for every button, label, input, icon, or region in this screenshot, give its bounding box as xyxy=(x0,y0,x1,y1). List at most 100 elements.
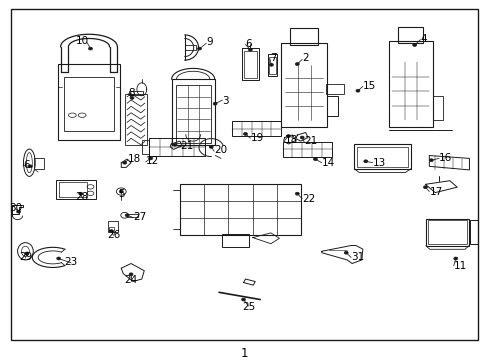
Bar xyxy=(427,220,466,244)
Bar xyxy=(280,43,327,127)
Bar xyxy=(149,138,205,156)
Text: 6: 6 xyxy=(23,160,30,170)
Text: 25: 25 xyxy=(241,302,255,312)
Bar xyxy=(388,41,432,127)
Bar xyxy=(241,48,259,80)
Ellipse shape xyxy=(173,143,177,146)
Ellipse shape xyxy=(109,230,113,233)
Text: 22: 22 xyxy=(302,194,315,204)
Text: 24: 24 xyxy=(124,275,138,285)
Text: 26: 26 xyxy=(106,230,120,240)
Bar xyxy=(244,51,256,78)
Bar xyxy=(59,182,86,197)
Ellipse shape xyxy=(197,47,201,50)
Bar xyxy=(282,142,331,157)
Text: 21: 21 xyxy=(304,136,317,146)
Text: 14: 14 xyxy=(321,158,334,168)
Ellipse shape xyxy=(129,273,133,276)
Bar xyxy=(63,77,114,131)
Bar xyxy=(142,140,149,154)
Bar xyxy=(184,45,195,50)
Ellipse shape xyxy=(286,135,290,138)
Bar xyxy=(327,96,338,116)
Ellipse shape xyxy=(130,96,134,99)
Ellipse shape xyxy=(412,44,416,46)
Text: 19: 19 xyxy=(250,132,263,143)
Ellipse shape xyxy=(248,48,252,51)
Ellipse shape xyxy=(209,145,213,148)
Ellipse shape xyxy=(213,102,217,105)
Text: 1: 1 xyxy=(240,347,248,360)
Ellipse shape xyxy=(295,192,299,195)
Ellipse shape xyxy=(428,159,432,162)
Bar xyxy=(128,91,143,95)
Text: 27: 27 xyxy=(133,212,146,222)
Ellipse shape xyxy=(453,257,457,260)
Text: 18: 18 xyxy=(128,154,141,164)
Ellipse shape xyxy=(269,63,273,66)
Bar xyxy=(353,144,410,169)
Bar xyxy=(125,94,146,145)
Text: 9: 9 xyxy=(206,37,213,48)
Text: 5: 5 xyxy=(118,189,124,199)
Bar xyxy=(356,147,407,167)
Text: 10: 10 xyxy=(76,36,88,46)
Bar xyxy=(58,64,120,140)
Ellipse shape xyxy=(79,192,82,195)
Ellipse shape xyxy=(125,214,129,217)
Bar xyxy=(290,28,317,45)
Bar xyxy=(469,220,477,244)
Text: 15: 15 xyxy=(362,81,375,91)
Text: 21: 21 xyxy=(180,141,193,151)
Ellipse shape xyxy=(148,157,152,160)
Ellipse shape xyxy=(313,158,317,161)
Bar xyxy=(232,121,281,136)
Ellipse shape xyxy=(28,165,32,168)
Bar xyxy=(108,227,114,231)
Bar xyxy=(56,180,96,199)
Text: 29: 29 xyxy=(19,252,32,262)
Bar xyxy=(175,85,210,143)
Text: 28: 28 xyxy=(75,192,89,202)
Ellipse shape xyxy=(241,298,245,301)
Ellipse shape xyxy=(57,257,61,260)
Text: 7: 7 xyxy=(269,53,276,63)
Ellipse shape xyxy=(355,89,359,92)
Text: 11: 11 xyxy=(453,261,466,271)
Bar xyxy=(268,57,275,74)
Ellipse shape xyxy=(344,251,347,254)
Text: 16: 16 xyxy=(438,153,451,163)
Bar xyxy=(171,79,214,145)
Text: 3: 3 xyxy=(222,96,229,106)
Bar xyxy=(127,214,138,217)
Bar xyxy=(397,27,423,43)
Text: 31: 31 xyxy=(350,252,364,262)
Ellipse shape xyxy=(243,132,247,135)
Ellipse shape xyxy=(122,161,126,164)
Bar xyxy=(180,184,301,235)
Text: 12: 12 xyxy=(145,156,159,166)
Text: 8: 8 xyxy=(128,88,135,98)
Ellipse shape xyxy=(119,190,123,193)
Bar xyxy=(107,221,118,232)
Bar xyxy=(267,54,276,76)
Ellipse shape xyxy=(300,136,304,139)
Bar xyxy=(432,96,442,120)
Text: 18: 18 xyxy=(284,135,297,145)
Text: 20: 20 xyxy=(214,145,227,156)
Bar xyxy=(326,84,343,94)
Ellipse shape xyxy=(88,47,92,50)
Bar xyxy=(222,234,249,247)
Text: 13: 13 xyxy=(372,158,385,168)
Text: 6: 6 xyxy=(245,39,252,49)
Bar xyxy=(34,158,44,169)
Ellipse shape xyxy=(295,63,299,66)
Text: 23: 23 xyxy=(64,257,78,267)
Ellipse shape xyxy=(423,186,427,189)
Bar xyxy=(425,219,468,246)
Text: 2: 2 xyxy=(302,53,308,63)
Text: 30: 30 xyxy=(9,203,22,213)
Ellipse shape xyxy=(17,210,20,213)
Ellipse shape xyxy=(25,252,29,255)
Ellipse shape xyxy=(363,160,367,163)
